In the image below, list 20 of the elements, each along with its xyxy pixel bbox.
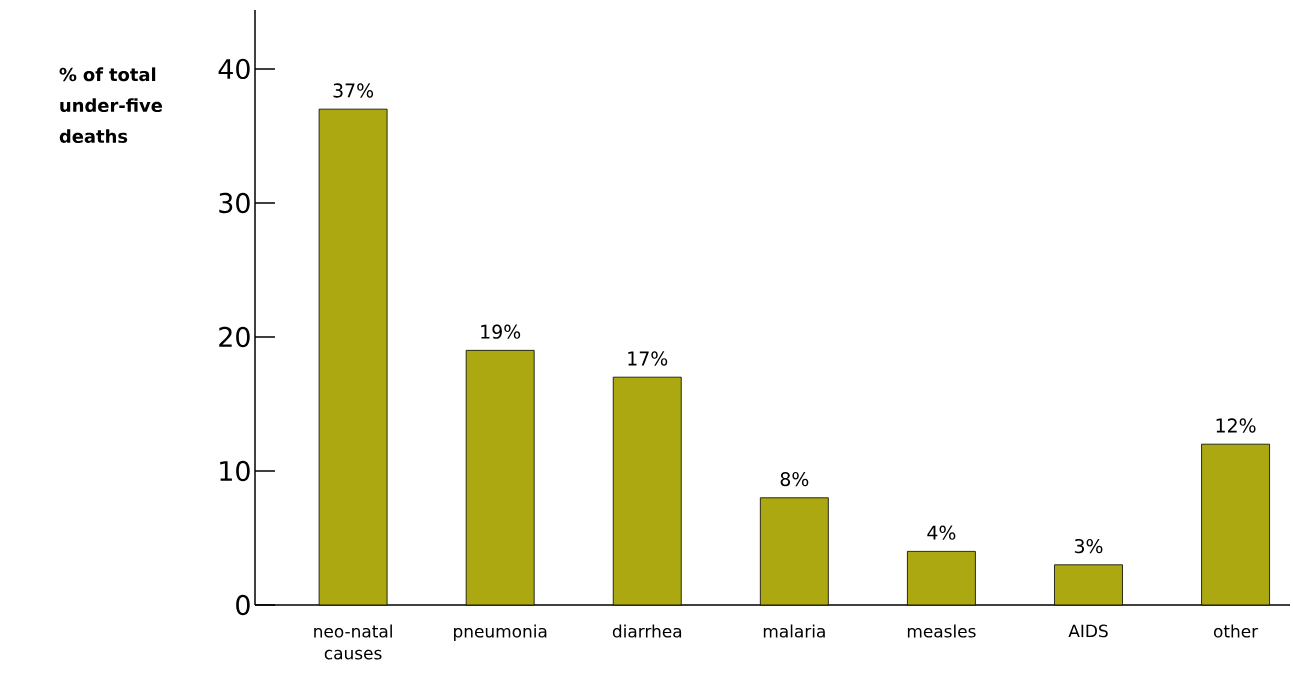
x-tick-label: pneumonia (454, 624, 547, 641)
data-label: 3% (1074, 538, 1103, 554)
x-tick-label: measles (907, 624, 976, 638)
data-label: 37% (333, 83, 374, 98)
x-tick-label: AIDS (1068, 624, 1108, 638)
y-tick-label: 30 (219, 192, 250, 214)
y-tick-label: 20 (219, 326, 250, 348)
x-tick-label: malaria (763, 624, 825, 638)
data-label: 8% (780, 471, 809, 487)
data-label: 4% (927, 525, 956, 540)
y-axis-title: % of total under-five deaths (59, 67, 163, 144)
data-label: 17% (628, 351, 668, 366)
x-tick-label: neo-natal causes (314, 624, 392, 660)
data-label: 19% (481, 324, 521, 339)
x-tick-label: other (1213, 624, 1259, 638)
x-tick-label: diarrhea (612, 624, 682, 638)
y-tick-label: 40 (218, 58, 250, 80)
y-tick-label: 0 (236, 594, 250, 616)
data-label: 12% (1216, 418, 1256, 433)
y-tick-label: 10 (220, 460, 250, 482)
